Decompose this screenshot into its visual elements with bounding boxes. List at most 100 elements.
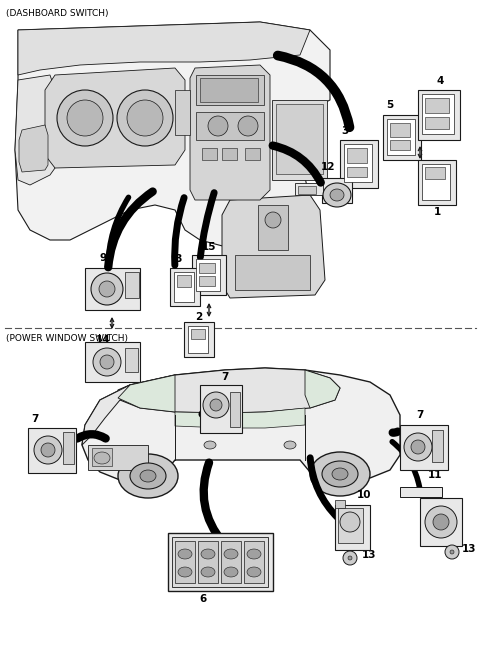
Bar bbox=[170, 268, 200, 306]
Bar bbox=[335, 500, 345, 508]
Ellipse shape bbox=[404, 433, 432, 461]
Text: (DASHBOARD SWITCH): (DASHBOARD SWITCH) bbox=[6, 9, 108, 18]
Bar bbox=[295, 183, 323, 195]
Text: 10: 10 bbox=[357, 490, 372, 500]
Ellipse shape bbox=[445, 545, 459, 559]
Text: 9: 9 bbox=[99, 253, 107, 263]
Polygon shape bbox=[118, 368, 340, 413]
Polygon shape bbox=[222, 195, 325, 298]
Bar bbox=[230, 392, 240, 427]
Ellipse shape bbox=[178, 567, 192, 577]
Ellipse shape bbox=[201, 567, 215, 577]
Ellipse shape bbox=[343, 551, 357, 565]
Bar bbox=[196, 259, 220, 291]
Ellipse shape bbox=[140, 470, 156, 482]
Ellipse shape bbox=[433, 514, 449, 530]
Ellipse shape bbox=[99, 281, 115, 297]
Ellipse shape bbox=[224, 567, 238, 577]
Bar bbox=[202, 148, 217, 160]
Ellipse shape bbox=[210, 399, 222, 411]
Text: 12: 12 bbox=[321, 162, 335, 172]
Bar bbox=[85, 268, 140, 310]
Bar bbox=[338, 508, 363, 543]
Ellipse shape bbox=[224, 549, 238, 559]
Bar bbox=[418, 160, 456, 205]
Polygon shape bbox=[19, 125, 48, 172]
Ellipse shape bbox=[425, 506, 457, 538]
Ellipse shape bbox=[204, 441, 216, 449]
Ellipse shape bbox=[323, 183, 351, 207]
Bar bbox=[245, 148, 260, 160]
Bar bbox=[425, 167, 445, 179]
Ellipse shape bbox=[340, 512, 360, 532]
Text: 3: 3 bbox=[341, 126, 348, 136]
Bar bbox=[390, 140, 410, 150]
Polygon shape bbox=[45, 68, 185, 168]
Text: 15: 15 bbox=[202, 242, 216, 252]
Ellipse shape bbox=[127, 100, 163, 136]
Bar bbox=[422, 164, 450, 200]
Ellipse shape bbox=[265, 212, 281, 228]
Polygon shape bbox=[82, 368, 400, 480]
Bar bbox=[174, 272, 194, 302]
Polygon shape bbox=[118, 375, 175, 412]
Ellipse shape bbox=[203, 392, 229, 418]
Bar bbox=[175, 90, 190, 135]
Ellipse shape bbox=[117, 90, 173, 146]
Ellipse shape bbox=[93, 348, 121, 376]
Bar bbox=[420, 498, 462, 546]
Bar bbox=[196, 75, 264, 105]
Ellipse shape bbox=[41, 443, 55, 457]
Text: 2: 2 bbox=[195, 312, 203, 322]
Bar bbox=[196, 112, 264, 140]
Bar bbox=[199, 276, 215, 286]
Ellipse shape bbox=[67, 100, 103, 136]
Ellipse shape bbox=[178, 549, 192, 559]
Text: 7: 7 bbox=[221, 372, 228, 382]
Ellipse shape bbox=[411, 440, 425, 454]
Ellipse shape bbox=[450, 550, 454, 554]
Bar bbox=[276, 104, 323, 174]
Bar bbox=[400, 487, 442, 497]
Bar bbox=[175, 541, 195, 583]
Bar bbox=[63, 432, 74, 464]
Bar bbox=[387, 119, 415, 155]
Bar bbox=[177, 275, 191, 287]
Text: 13: 13 bbox=[462, 544, 477, 554]
Text: 14: 14 bbox=[96, 335, 110, 345]
Ellipse shape bbox=[284, 441, 296, 449]
Bar bbox=[28, 428, 76, 473]
Ellipse shape bbox=[322, 461, 358, 487]
Bar bbox=[244, 541, 264, 583]
Bar bbox=[222, 148, 237, 160]
Bar bbox=[422, 94, 454, 134]
Bar bbox=[425, 117, 449, 129]
Text: 5: 5 bbox=[386, 100, 394, 110]
Text: 1: 1 bbox=[433, 207, 441, 217]
Ellipse shape bbox=[100, 355, 114, 369]
Bar bbox=[172, 537, 268, 587]
Bar bbox=[125, 272, 139, 298]
Ellipse shape bbox=[247, 567, 261, 577]
Ellipse shape bbox=[118, 454, 178, 498]
Ellipse shape bbox=[34, 436, 62, 464]
Bar bbox=[298, 186, 316, 194]
Ellipse shape bbox=[208, 116, 228, 136]
Bar bbox=[335, 505, 370, 550]
Text: 8: 8 bbox=[174, 254, 181, 264]
Bar bbox=[192, 255, 226, 295]
Ellipse shape bbox=[130, 463, 166, 489]
Ellipse shape bbox=[247, 549, 261, 559]
Bar bbox=[418, 90, 460, 140]
Bar bbox=[191, 329, 205, 339]
Polygon shape bbox=[15, 75, 55, 185]
Text: 13: 13 bbox=[362, 550, 376, 560]
Text: 7: 7 bbox=[416, 410, 424, 420]
Bar bbox=[383, 115, 421, 160]
Text: 6: 6 bbox=[199, 594, 206, 604]
Polygon shape bbox=[305, 370, 340, 408]
Polygon shape bbox=[15, 22, 330, 248]
Bar bbox=[198, 541, 218, 583]
Text: (POWER WINDOW SWITCH): (POWER WINDOW SWITCH) bbox=[6, 334, 128, 343]
Bar bbox=[258, 205, 288, 250]
